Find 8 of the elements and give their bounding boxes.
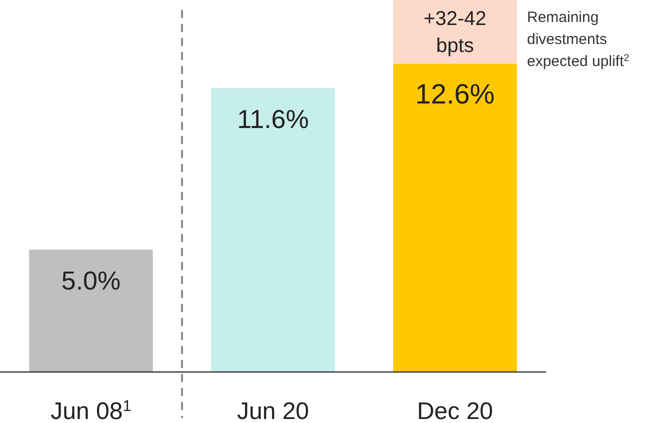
data-label: 5.0%	[61, 266, 121, 296]
x-tick-label: Jun 08$^{1}$	[50, 398, 132, 423]
x-tick-label: Dec 20	[416, 398, 494, 423]
data-label: 11.6%	[237, 104, 309, 134]
annotation: Remaining divestments expected uplift$^{2}$	[527, 9, 630, 70]
x-tick-label: Jun 20	[236, 398, 310, 423]
data-label: 12.6%	[415, 78, 495, 110]
annotation: +32-42 bpts	[424, 8, 486, 57]
